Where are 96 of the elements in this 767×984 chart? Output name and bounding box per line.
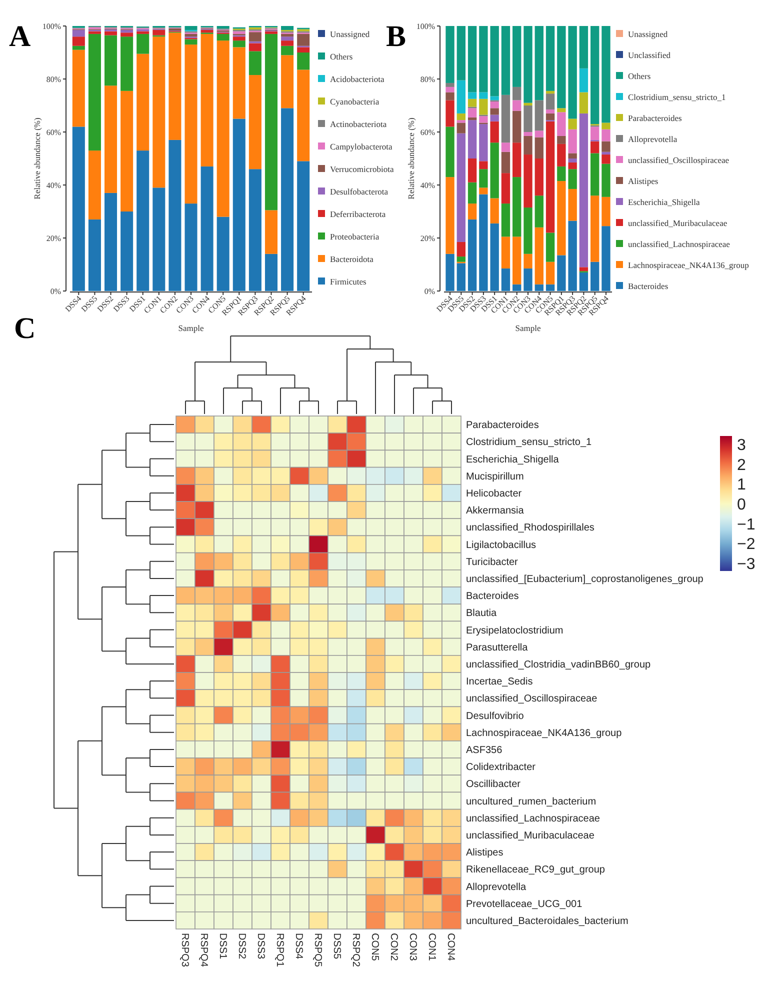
y-tick-label: 20%	[420, 234, 436, 243]
color-bar-label: −3	[737, 556, 756, 574]
y-tick-label: Lachnospiraceae_NK4A136_group	[466, 728, 622, 739]
y-tick-label: 20%	[46, 234, 62, 243]
x-tick-label: CON5	[369, 933, 380, 962]
x-tick-label: RSPQ5	[312, 933, 323, 968]
y-tick-label: Alloprevotella	[466, 882, 526, 893]
y-tick-label: Parasutterella	[466, 642, 528, 654]
chart-title: B	[386, 20, 406, 53]
color-bar-label: 2	[737, 456, 746, 474]
x-tick-label: DSS1	[217, 933, 228, 960]
legend-label: Acidobacteriota	[330, 74, 385, 84]
legend-label: Others	[330, 52, 353, 62]
legend-label: Verrucomicrobiota	[330, 164, 394, 174]
color-bar-label: −1	[737, 516, 756, 534]
y-tick-label: uncultured_rumen_bacterium	[466, 796, 596, 808]
x-tick-label: DSS4	[293, 933, 304, 960]
y-tick-label: 80%	[420, 75, 436, 84]
y-tick-label: unclassified_[Eubacterium]_coprostanoligenes_group	[466, 574, 704, 585]
y-tick-label: Desulfovibrio	[466, 710, 524, 722]
x-tick-label: DSS5	[331, 933, 342, 960]
y-tick-label: 100%	[416, 22, 436, 31]
y-tick-label: Parabacteroides	[466, 420, 539, 432]
legend-label: Parabacteroides	[628, 113, 682, 123]
y-tick-label: 0%	[50, 287, 62, 296]
y-tick-label: Rikenellaceae_RC9_gut_group	[466, 864, 606, 876]
y-tick-label: 60%	[420, 128, 436, 137]
x-tick-label: RSPQ2	[350, 933, 361, 968]
x-tick-label: RSPQ4	[198, 933, 209, 968]
y-axis-title: Relative abundance (%)	[406, 118, 416, 200]
chart-title: C	[14, 312, 36, 345]
y-tick-label: 60%	[46, 128, 62, 137]
y-tick-label: uncultured_Bacteroidales_bacterium	[466, 916, 628, 927]
x-tick-label: CON3	[407, 933, 418, 962]
legend-label: Bacteroidota	[330, 254, 374, 264]
x-tick-label: RSPQ3	[179, 933, 190, 968]
x-axis-title: Sample	[515, 323, 541, 333]
x-axis-title: Sample	[178, 323, 204, 333]
y-tick-label: Alistipes	[466, 848, 504, 859]
legend-label: Cyanobacteria	[330, 96, 380, 106]
y-tick-label: Helicobacter	[466, 488, 522, 500]
y-tick-label: Erysipelatoclostridium	[466, 625, 564, 636]
color-bar-label: 0	[737, 496, 746, 514]
x-tick-label: DSS2	[236, 933, 247, 960]
y-tick-label: Prevotellaceae_UCG_001	[466, 898, 583, 910]
y-tick-label: unclassified_Muribaculaceae	[466, 830, 595, 842]
x-tick-label: RSPQ1	[274, 933, 285, 968]
legend-label: unclassified_Lachnospiraceae	[628, 239, 730, 249]
legend-label: Alloprevotella	[628, 134, 678, 144]
legend-label: Unassigned	[628, 29, 668, 39]
legend-label: Others	[628, 71, 651, 81]
legend-label: Proteobacteria	[330, 232, 380, 242]
y-tick-label: 40%	[420, 181, 436, 190]
legend-label: Unclassified	[628, 50, 672, 60]
y-tick-label: Turicibacter	[466, 556, 519, 568]
color-bar-label: 3	[737, 436, 746, 454]
y-tick-label: 0%	[424, 287, 436, 296]
y-tick-label: Ligilactobacillus	[466, 540, 536, 551]
y-tick-label: unclassified_Oscillospiraceae	[466, 694, 598, 705]
legend-label: Firmicutes	[330, 276, 366, 286]
legend-label: Actinobacteriota	[330, 119, 387, 129]
x-tick-label: CON2	[388, 933, 399, 962]
legend-label: unclassified_Muribaculaceae	[628, 218, 728, 228]
color-bar-label: 1	[737, 476, 746, 494]
legend-label: Clostridium_sensu_stricto_1	[628, 92, 726, 102]
y-tick-label: Incertae_Sedis	[466, 676, 533, 688]
y-tick-label: unclassified_Lachnospiraceae	[466, 813, 600, 824]
legend-label: Deferribacterota	[330, 209, 386, 219]
legend-label: unclassified_Oscillospiraceae	[628, 155, 730, 165]
y-tick-label: Blautia	[466, 608, 498, 620]
y-tick-label: 100%	[42, 22, 62, 31]
y-tick-label: Escherichia_Shigella	[466, 454, 560, 466]
y-tick-label: unclassified_Clostridia_vadinBB60_group	[466, 659, 651, 670]
legend-label: Desulfobacterota	[330, 186, 388, 196]
y-tick-label: Akkermansia	[466, 506, 524, 517]
x-tick-label: CON1	[426, 933, 437, 962]
y-tick-label: Oscillibacter	[466, 779, 522, 790]
legend-label: Lachnospiraceae_NK4A136_group	[628, 260, 749, 270]
legend-label: Escherichia_Shigella	[628, 197, 700, 207]
y-tick-label: Clostridium_sensu_stricto_1	[466, 437, 592, 448]
x-tick-label: CON4	[445, 933, 456, 962]
y-axis-title: Relative abundance (%)	[32, 118, 42, 200]
y-tick-label: 80%	[46, 75, 62, 84]
y-tick-label: Colidextribacter	[466, 762, 536, 774]
chart-title: A	[9, 20, 31, 53]
legend-label: Bacteroides	[628, 281, 668, 291]
y-tick-label: Mucispirillum	[466, 471, 524, 482]
y-tick-label: Bacteroides	[466, 591, 519, 602]
y-tick-label: ASF356	[466, 744, 503, 756]
legend-label: Alistipes	[628, 176, 658, 186]
y-tick-label: 40%	[46, 181, 62, 190]
legend-label: Unassigned	[330, 29, 370, 39]
legend-label: Campylobacterota	[330, 142, 393, 152]
x-tick-label: DSS3	[255, 933, 266, 960]
y-tick-label: unclassified_Rhodospirillales	[466, 522, 594, 534]
color-bar-label: −2	[737, 536, 756, 554]
